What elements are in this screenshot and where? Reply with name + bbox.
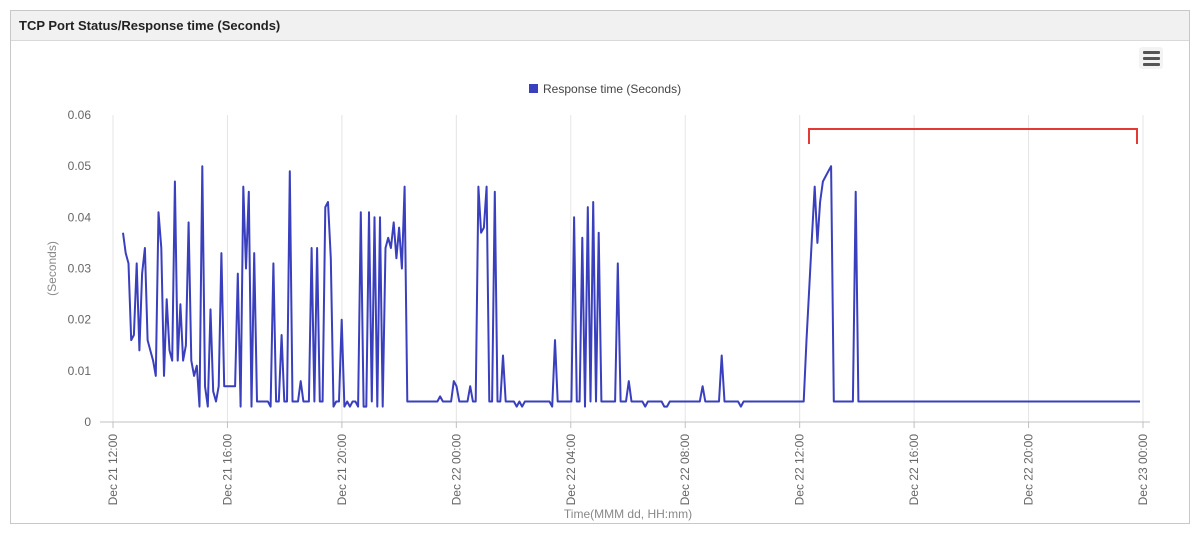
x-axis-title: Time(MMM dd, HH:mm) [564, 507, 692, 521]
y-tick-label: 0.06 [68, 108, 92, 122]
y-tick-label: 0.02 [68, 313, 92, 327]
y-tick-label: 0 [84, 415, 91, 429]
x-tick-label: Dec 22 00:00 [449, 434, 463, 506]
x-tick-label: Dec 22 12:00 [793, 434, 807, 506]
x-tick-label: Dec 21 16:00 [220, 434, 234, 506]
chart-panel: TCP Port Status/Response time (Seconds) [10, 10, 1190, 524]
y-tick-label: 0.05 [68, 159, 92, 173]
x-tick-label: Dec 23 00:00 [1136, 434, 1150, 506]
x-tick-label: Dec 22 04:00 [564, 434, 578, 506]
x-tick-label: Dec 21 20:00 [335, 434, 349, 506]
y-tick-label: 0.04 [68, 210, 92, 224]
x-tick-label: Dec 22 08:00 [678, 434, 692, 506]
legend-label: Response time (Seconds) [543, 82, 681, 96]
hamburger-menu-icon[interactable] [1139, 47, 1163, 69]
x-tick-label: Dec 21 12:00 [106, 434, 120, 506]
x-tick-label: Dec 22 20:00 [1022, 434, 1036, 506]
legend-swatch [529, 84, 538, 93]
y-tick-label: 0.01 [68, 364, 92, 378]
y-tick-label: 0.03 [68, 262, 92, 276]
highlight-bracket [808, 128, 1138, 144]
y-axis-title: (Seconds) [45, 241, 59, 296]
series-line [122, 165, 1140, 408]
x-tick-label: Dec 22 16:00 [907, 434, 921, 506]
panel-title: TCP Port Status/Response time (Seconds) [11, 11, 1189, 41]
